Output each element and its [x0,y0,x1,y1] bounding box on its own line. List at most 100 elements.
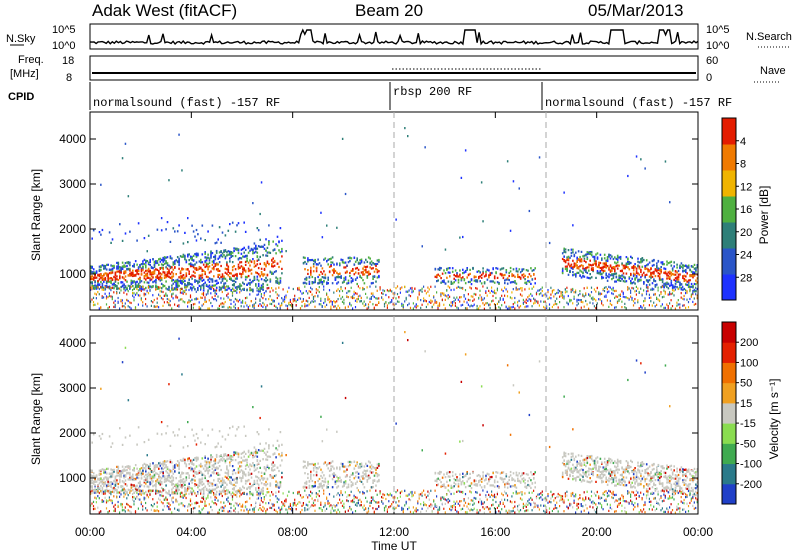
data-point [567,273,570,276]
data-point [467,280,470,284]
data-point [321,272,324,275]
data-point [645,279,648,282]
data-point [130,486,133,489]
y-tick-label: 4000 [59,132,86,146]
data-point [218,277,221,280]
data-point [260,284,263,287]
data-point [473,303,475,306]
data-point [92,480,95,483]
data-point [643,282,645,285]
data-point [179,476,182,479]
data-point [388,302,390,305]
data-point [619,257,622,260]
data-point [311,300,313,303]
data-point [147,467,150,470]
data-point [111,283,114,286]
data-point [525,305,527,308]
data-point [224,271,227,274]
data-point [627,288,629,291]
data-point [585,270,587,273]
data-point [204,251,206,254]
data-point [140,263,143,266]
data-point [279,260,282,263]
data-point [160,482,163,485]
data-point [133,467,135,470]
data-point [428,294,430,297]
data-point [129,287,131,290]
data-point [185,284,188,287]
data-point [150,266,153,269]
data-point [129,473,131,476]
data-point [269,251,272,254]
data-point [470,304,472,307]
data-point [184,490,186,493]
data-point [598,291,600,294]
data-point [679,286,681,289]
data-point [130,282,133,285]
data-point [242,288,244,291]
data-point [696,281,699,284]
data-point [227,229,230,232]
data-point [213,479,215,482]
data-point [431,305,433,308]
data-point [90,481,92,484]
data-point [107,276,109,279]
data-point [204,265,206,269]
data-point [535,293,538,296]
data-point [227,270,230,273]
data-point [188,270,190,273]
data-point [108,435,111,438]
data-point [609,274,612,277]
data-point [242,301,244,304]
data-point [674,285,676,288]
data-point [243,267,245,270]
data-point [208,280,211,283]
data-point [91,502,93,505]
data-point [179,298,181,301]
data-point [664,270,667,273]
data-point [172,496,174,499]
data-point [586,257,589,261]
data-point [595,306,597,310]
data-point [218,430,221,433]
data-point [156,285,159,288]
data-point [111,271,114,274]
data-point [156,261,159,265]
data-point [561,294,564,297]
data-point [174,491,176,494]
data-point [111,442,114,445]
data-point [272,272,274,275]
data-point [683,279,686,282]
data-point [132,281,134,284]
data-point [146,260,149,263]
data-point [606,299,608,302]
data-point [317,258,319,261]
data-point [185,488,188,491]
data-point [105,272,108,275]
data-point [132,289,134,292]
data-point [91,479,93,482]
data-point [560,294,562,297]
data-point [158,276,160,279]
data-point [671,273,674,276]
data-point [233,265,235,268]
data-point [272,289,274,292]
data-point [91,277,93,281]
data-point [207,279,209,282]
data-point [486,268,489,272]
data-point [257,245,260,248]
data-point [318,303,320,306]
data-point [158,462,160,465]
data-point [97,302,99,305]
data-point [153,270,156,273]
data-point [140,477,143,480]
data-point [519,287,522,290]
data-point [692,286,694,289]
data-point [671,267,674,270]
data-point [152,489,154,492]
data-point [285,250,287,253]
data-point [308,280,311,283]
data-point [208,299,210,302]
data-point [476,270,479,273]
data-point [648,279,651,282]
